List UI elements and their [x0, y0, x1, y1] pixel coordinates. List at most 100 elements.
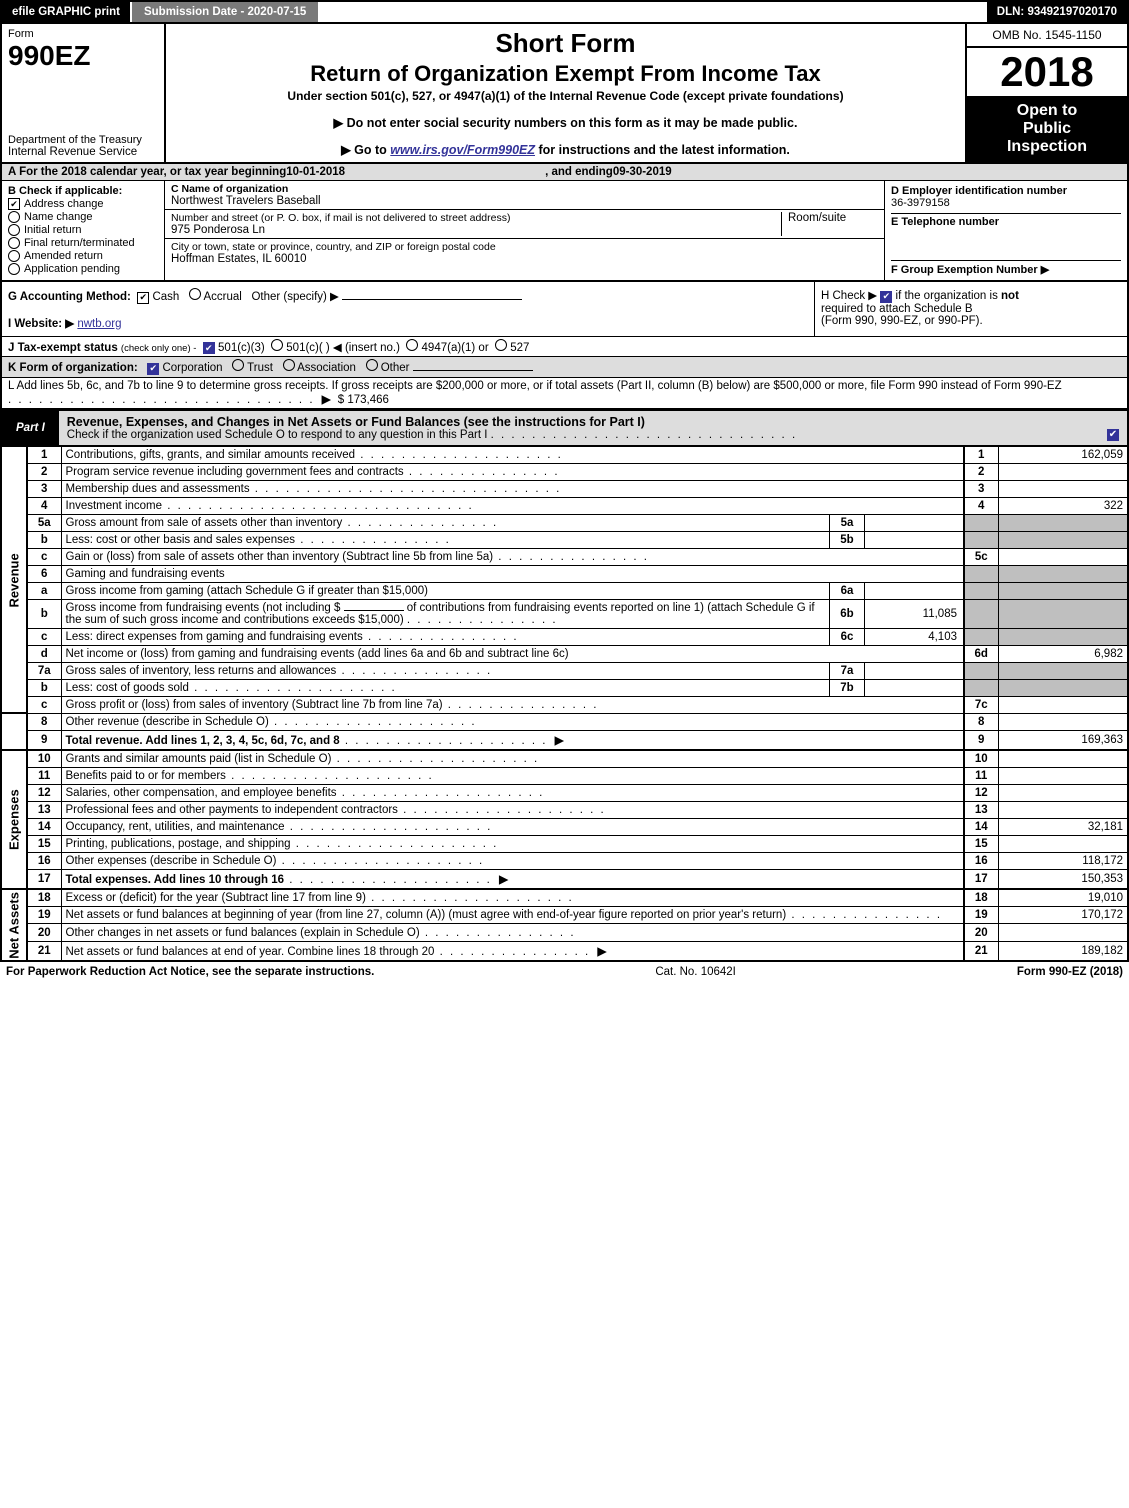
j-527-checkbox[interactable] — [495, 339, 507, 351]
inner-val — [865, 663, 963, 679]
line-rightnum: 10 — [964, 750, 998, 768]
table-row: 17 Total expenses. Add lines 10 through … — [1, 869, 1128, 889]
line-number: 21 — [27, 941, 61, 961]
inner-num: 6a — [829, 583, 865, 599]
j-501c-checkbox[interactable] — [271, 339, 283, 351]
table-row: d Net income or (loss) from gaming and f… — [1, 645, 1128, 662]
line-number: c — [27, 696, 61, 713]
shaded-cell — [964, 662, 998, 679]
k-trust-checkbox[interactable] — [232, 359, 244, 371]
k-other-checkbox[interactable] — [366, 359, 378, 371]
j-501c3-checkbox[interactable] — [203, 342, 215, 354]
goto-line: ▶ Go to www.irs.gov/Form990EZ for instru… — [174, 142, 957, 157]
check-label: Name change — [24, 211, 93, 223]
line-number: 19 — [27, 906, 61, 923]
period-bar: A For the 2018 calendar year, or tax yea… — [0, 164, 1129, 181]
header-mid: Short Form Return of Organization Exempt… — [166, 24, 965, 162]
line-value: 189,182 — [998, 941, 1128, 961]
revenue-side-label: Revenue — [1, 447, 27, 714]
check-label: Application pending — [24, 263, 120, 275]
website-link[interactable]: nwtb.org — [77, 318, 121, 330]
table-row: 7a Gross sales of inventory, less return… — [1, 662, 1128, 679]
shaded-cell — [964, 531, 998, 548]
table-row: 15 Printing, publications, postage, and … — [1, 835, 1128, 852]
j-4947-checkbox[interactable] — [406, 339, 418, 351]
entity-right: D Employer identification number 36-3979… — [884, 181, 1127, 280]
period-begin: 10-01-2018 — [286, 166, 345, 178]
inner-num: 6b — [829, 600, 865, 628]
part-1-title-text: Revenue, Expenses, and Changes in Net As… — [67, 415, 645, 429]
g-other-input[interactable] — [342, 299, 522, 300]
table-row: Expenses 10 Grants and similar amounts p… — [1, 750, 1128, 768]
return-title: Return of Organization Exempt From Incom… — [174, 61, 957, 87]
line-number: 8 — [27, 713, 61, 730]
inner-num: 7a — [829, 663, 865, 679]
table-row: 3 Membership dues and assessments 3 — [1, 480, 1128, 497]
street-value: 975 Ponderosa Ln — [171, 224, 781, 236]
check-address-change[interactable]: Address change — [8, 198, 158, 210]
line-value — [998, 835, 1128, 852]
k-other-input[interactable] — [413, 370, 533, 371]
f-label: F Group Exemption Number ▶ — [891, 264, 1049, 276]
check-label: Amended return — [24, 250, 103, 262]
irs-link[interactable]: www.irs.gov/Form990EZ — [390, 143, 535, 157]
line-desc: Occupancy, rent, utilities, and maintena… — [66, 821, 285, 833]
line-desc-1: Gross income from fundraising events (no… — [66, 602, 341, 614]
shaded-cell — [998, 514, 1128, 531]
h-checkbox[interactable] — [880, 291, 892, 303]
accrual-checkbox[interactable] — [189, 288, 201, 300]
g-cash: Cash — [152, 291, 179, 303]
open-line-2: Public — [971, 120, 1123, 138]
l-text: L Add lines 5b, 6c, and 7b to line 9 to … — [8, 380, 1062, 392]
shaded-cell — [998, 582, 1128, 599]
schedule-o-checkbox[interactable]: ✔ — [1107, 429, 1119, 441]
line-value: 170,172 — [998, 906, 1128, 923]
d-label: D Employer identification number — [891, 185, 1121, 197]
shaded-cell — [964, 514, 998, 531]
j-label: J Tax-exempt status — [8, 342, 118, 354]
line-number: 14 — [27, 818, 61, 835]
line-desc: Total expenses. Add lines 10 through 16 — [66, 874, 285, 886]
check-application-pending[interactable]: Application pending — [8, 263, 158, 275]
line-rightnum: 15 — [964, 835, 998, 852]
shaded-cell — [998, 679, 1128, 696]
line-value — [998, 548, 1128, 565]
form-header: Form 990EZ Department of the Treasury In… — [0, 22, 1129, 164]
shaded-cell — [964, 628, 998, 645]
line-number: 20 — [27, 924, 61, 941]
netassets-side-label: Net Assets — [1, 889, 27, 962]
check-final-return[interactable]: Final return/terminated — [8, 237, 158, 249]
line-desc: Investment income — [66, 500, 163, 512]
check-initial-return[interactable]: Initial return — [8, 224, 158, 236]
line-value — [998, 801, 1128, 818]
check-label: Address change — [24, 198, 104, 210]
table-row: 21 Net assets or fund balances at end of… — [1, 941, 1128, 961]
table-row: c Less: direct expenses from gaming and … — [1, 628, 1128, 645]
efile-print-button[interactable]: efile GRAPHIC print — [2, 2, 132, 22]
contrib-amount-input[interactable] — [344, 610, 404, 611]
line-number: 7a — [27, 662, 61, 679]
line-number: c — [27, 628, 61, 645]
arrow-icon: ▶ — [495, 874, 512, 886]
table-row: b Gross income from fundraising events (… — [1, 599, 1128, 628]
shaded-cell — [998, 599, 1128, 628]
check-name-change[interactable]: Name change — [8, 211, 158, 223]
line-value: 322 — [998, 497, 1128, 514]
inner-val — [865, 515, 963, 531]
checkbox-icon — [8, 263, 20, 275]
street-label: Number and street (or P. O. box, if mail… — [171, 212, 781, 224]
k-corp-checkbox[interactable] — [147, 363, 159, 375]
shaded-cell — [964, 599, 998, 628]
k-assoc-checkbox[interactable] — [283, 359, 295, 371]
expenses-side-label: Expenses — [1, 750, 27, 889]
line-number: 15 — [27, 835, 61, 852]
cash-checkbox[interactable] — [137, 292, 149, 304]
h-not: not — [1001, 290, 1019, 302]
check-amended-return[interactable]: Amended return — [8, 250, 158, 262]
line-desc: Grants and similar amounts paid (list in… — [66, 753, 332, 765]
k-o2: Trust — [247, 362, 273, 374]
line-desc: Printing, publications, postage, and shi… — [66, 838, 291, 850]
table-row: 13 Professional fees and other payments … — [1, 801, 1128, 818]
line-rightnum: 8 — [964, 713, 998, 730]
line-number: 12 — [27, 784, 61, 801]
